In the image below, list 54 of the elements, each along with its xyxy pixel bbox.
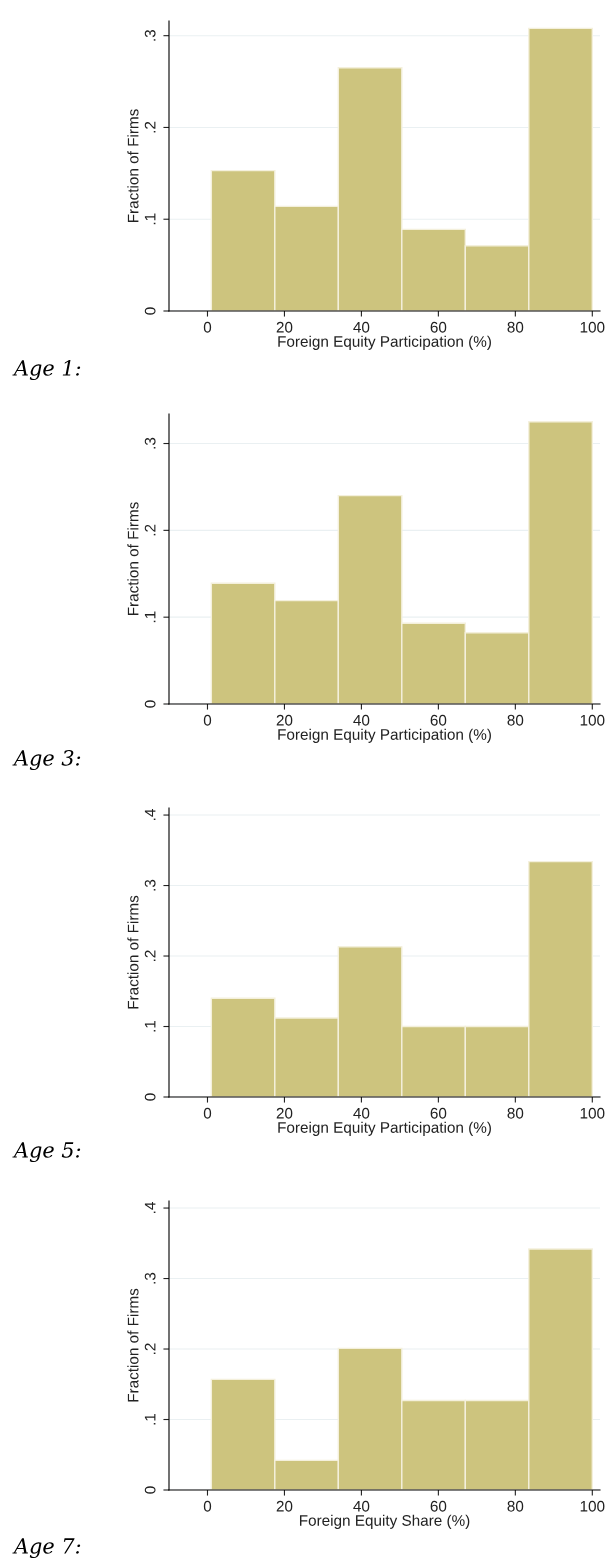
- y-tick-label: .1: [144, 213, 156, 225]
- x-tick-label: 100: [580, 1107, 605, 1119]
- y-axis-title: Fraction of Firms: [127, 895, 139, 1009]
- y-tick-label: .2: [144, 950, 156, 961]
- y-tick-label: .4: [144, 1202, 156, 1214]
- y-tick-label: 0: [144, 700, 156, 708]
- y-tick-label: .4: [144, 809, 156, 821]
- x-tick-label: 20: [276, 1500, 293, 1512]
- x-axis-title: Foreign Equity Participation (%): [278, 728, 491, 743]
- x-tick-label: 80: [507, 1500, 524, 1512]
- x-tick-label: 100: [580, 321, 605, 333]
- text: Age 3:: [12, 749, 81, 771]
- y-tick-label: 0: [144, 1486, 156, 1494]
- x-tick-label: 100: [580, 714, 605, 726]
- x-tick-label: 60: [430, 1500, 447, 1512]
- x-axis-title: Foreign Equity Share (%): [300, 1514, 470, 1529]
- y-tick-label: .3: [144, 29, 156, 41]
- y-axis-title: Fraction of Firms: [127, 1288, 139, 1402]
- x-tick-label: 0: [203, 1107, 212, 1119]
- y-axis-title: Fraction of Firms: [127, 502, 139, 616]
- y-tick-label: .2: [144, 121, 156, 133]
- x-tick-label: 0: [203, 714, 212, 726]
- y-tick-label: 0: [144, 307, 156, 315]
- y-axis-title: Fraction of Firms: [127, 109, 139, 223]
- x-tick-label: 40: [353, 321, 370, 333]
- y-tick-label: .1: [144, 1020, 156, 1032]
- x-tick-label: 0: [203, 321, 212, 333]
- x-tick-label: 80: [507, 714, 524, 726]
- x-tick-label: 80: [507, 321, 524, 333]
- y-tick-label: .3: [144, 437, 156, 449]
- x-tick-label: 40: [353, 1107, 370, 1119]
- x-tick-label: 20: [276, 714, 293, 726]
- y-tick-label: .2: [144, 1343, 156, 1354]
- x-tick-label: 0: [203, 1500, 212, 1512]
- text: Age 1:: [12, 359, 81, 381]
- x-tick-label: 60: [430, 714, 447, 726]
- x-tick-label: 20: [276, 1107, 293, 1119]
- y-tick-label: .1: [144, 611, 156, 623]
- y-tick-label: .3: [144, 879, 156, 891]
- x-tick-label: 100: [580, 1500, 605, 1512]
- y-tick-label: 0: [144, 1093, 156, 1101]
- y-tick-label: .2: [144, 524, 156, 536]
- x-axis-title: Foreign Equity Participation (%): [278, 335, 491, 350]
- y-tick-label: .1: [144, 1413, 156, 1425]
- x-axis-title: Foreign Equity Participation (%): [278, 1121, 491, 1136]
- x-tick-label: 20: [276, 321, 293, 333]
- y-tick-label: .3: [144, 1272, 156, 1284]
- text: Age 5:: [12, 1142, 81, 1163]
- x-tick-label: 40: [353, 714, 370, 726]
- x-tick-label: 40: [353, 1500, 370, 1512]
- x-tick-label: 80: [507, 1107, 524, 1119]
- text: Age 7:: [12, 1538, 81, 1559]
- x-tick-label: 60: [430, 321, 447, 333]
- x-tick-label: 60: [430, 1107, 447, 1119]
